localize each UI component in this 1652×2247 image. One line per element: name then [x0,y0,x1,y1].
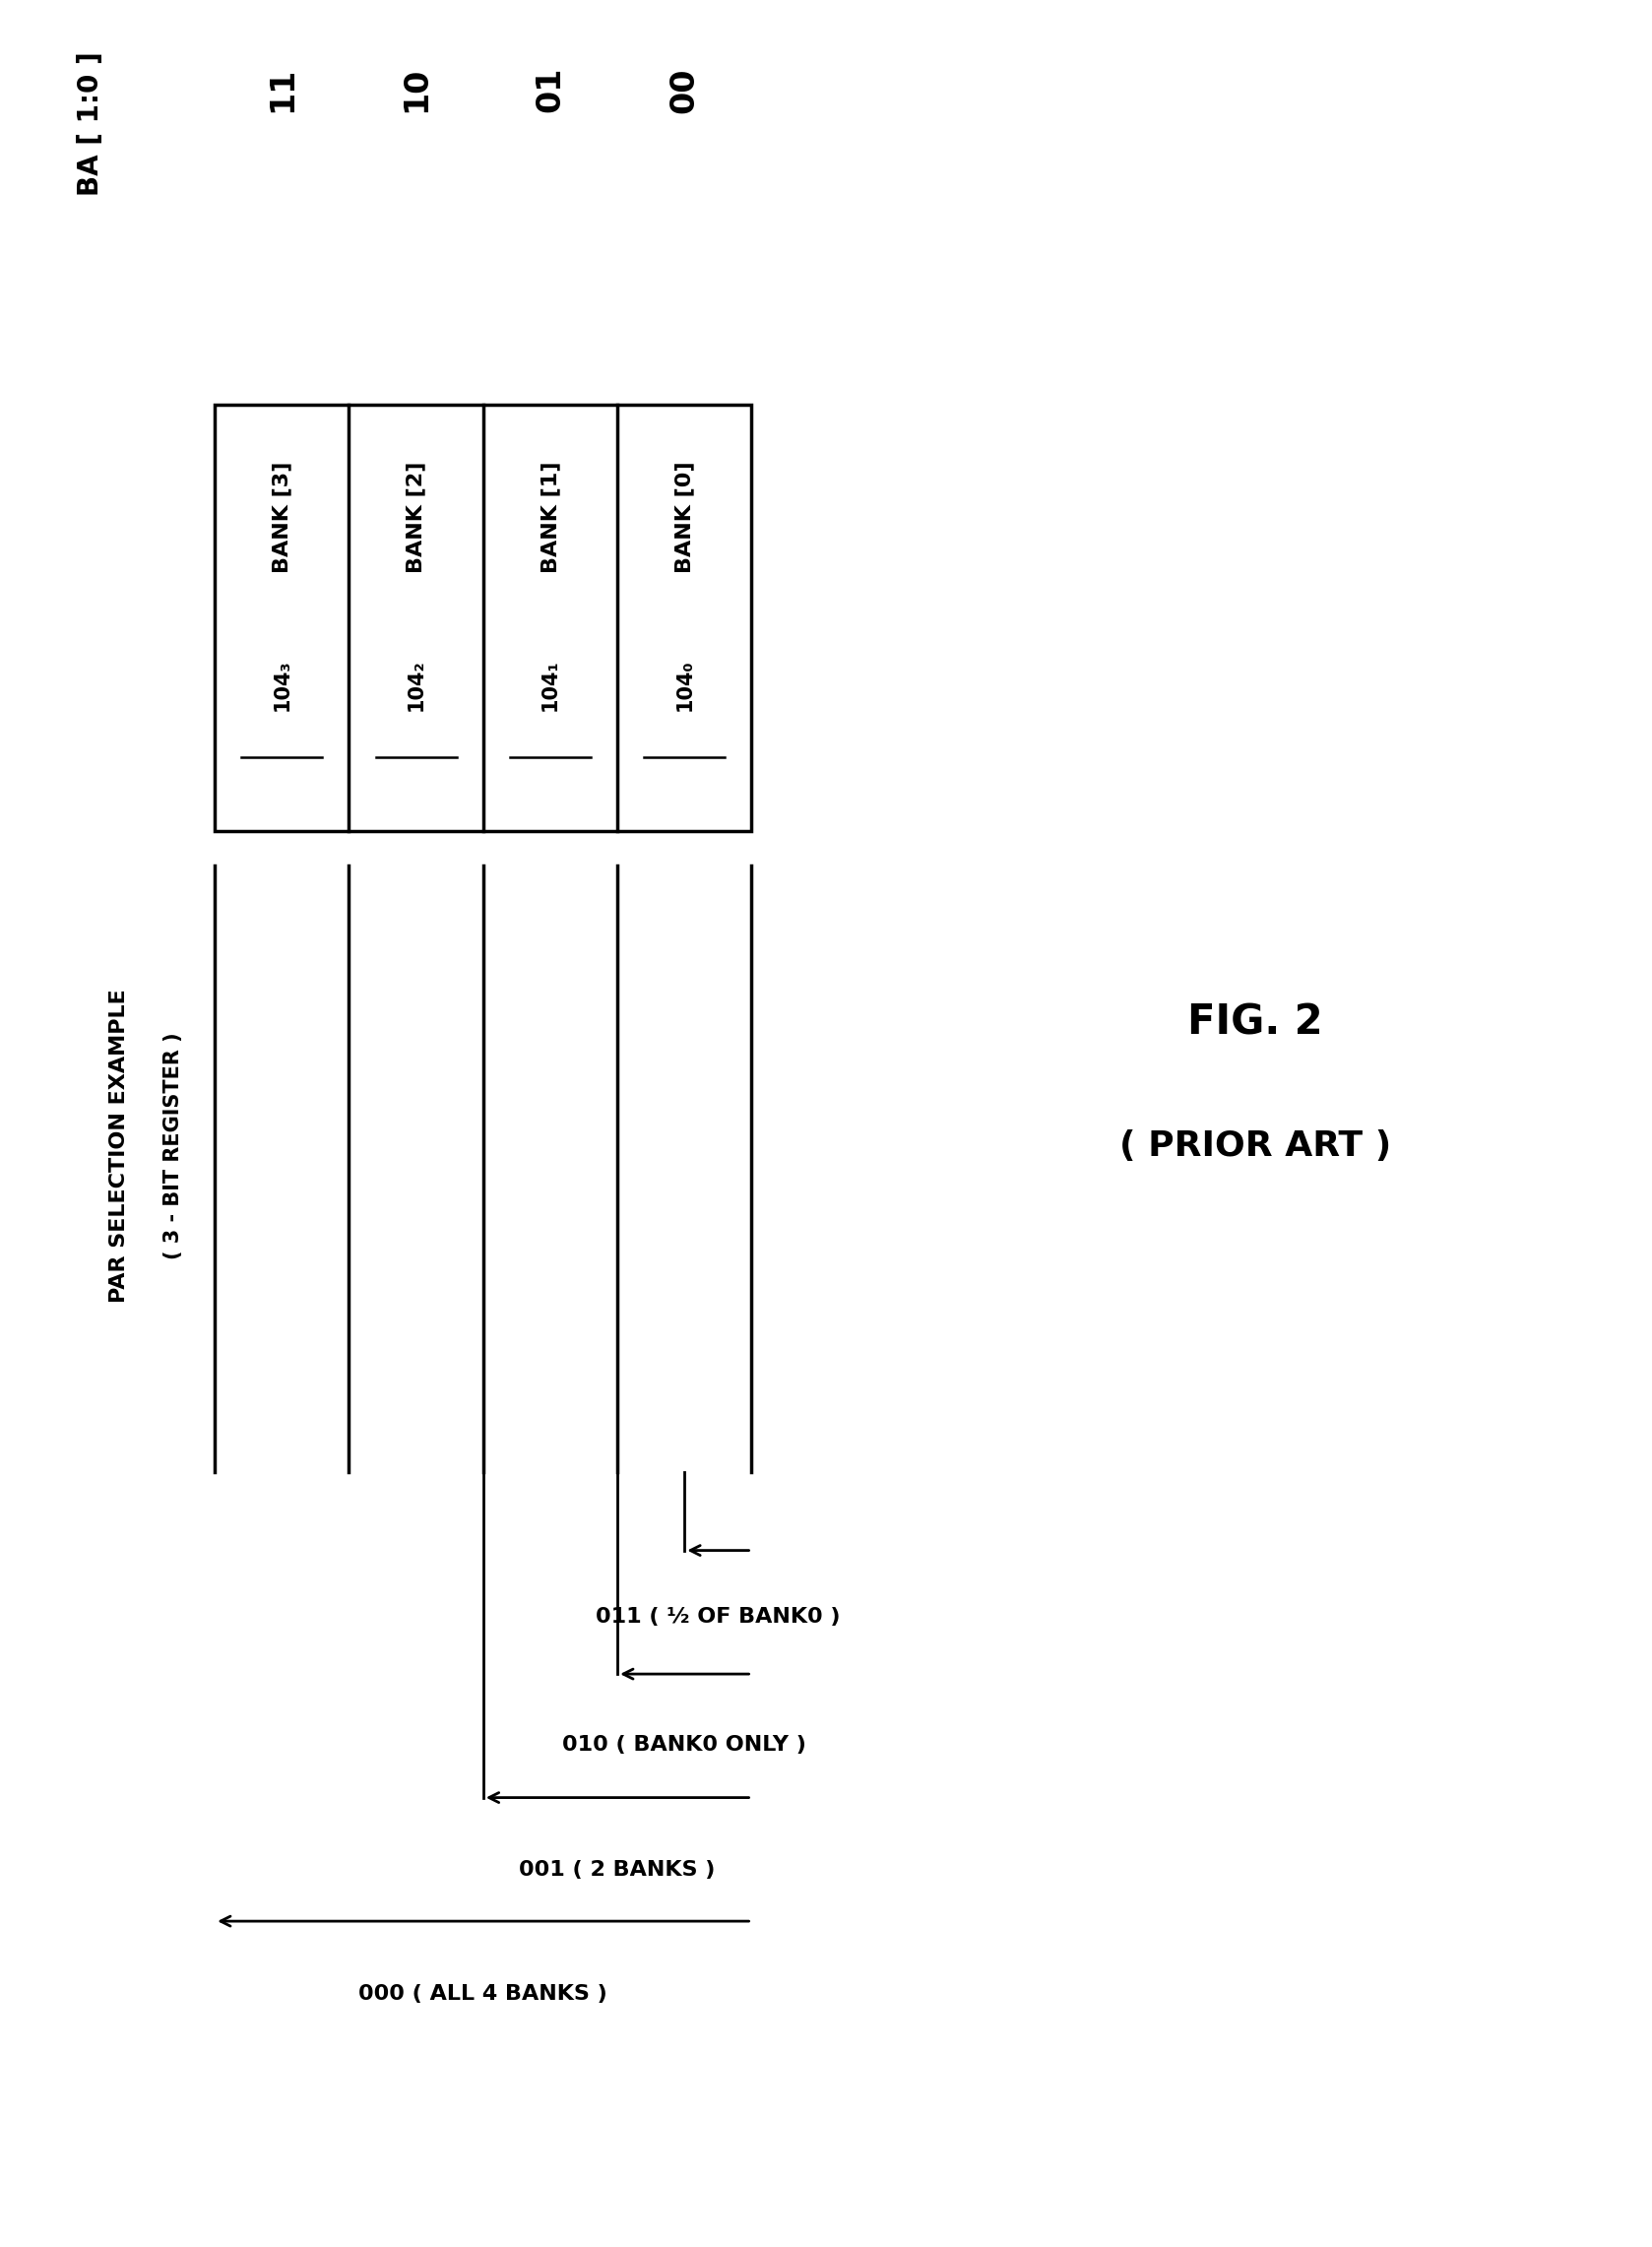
Text: BANK [3]: BANK [3] [273,461,292,573]
Text: BANK [2]: BANK [2] [406,461,426,573]
Text: 10: 10 [400,67,433,112]
Text: 104₁: 104₁ [540,658,560,712]
Text: PAR SELECTION EXAMPLE: PAR SELECTION EXAMPLE [109,989,129,1303]
Text: FIG. 2: FIG. 2 [1188,1002,1323,1043]
Text: 010 ( BANK0 ONLY ): 010 ( BANK0 ONLY ) [563,1735,806,1755]
Text: 011 ( ½ OF BANK0 ): 011 ( ½ OF BANK0 ) [596,1607,841,1627]
Text: 01: 01 [534,67,567,112]
Text: 000 ( ALL 4 BANKS ): 000 ( ALL 4 BANKS ) [358,1984,608,2004]
Text: ( PRIOR ART ): ( PRIOR ART ) [1120,1130,1391,1162]
Text: 11: 11 [266,67,297,112]
Text: BANK [1]: BANK [1] [540,461,560,573]
Text: ( 3 - BIT REGISTER ): ( 3 - BIT REGISTER ) [164,1031,183,1261]
Bar [215,404,752,831]
Text: 104₃: 104₃ [273,658,292,712]
Text: 001 ( 2 BANKS ): 001 ( 2 BANKS ) [519,1861,715,1881]
Text: 104₂: 104₂ [406,658,426,712]
Text: BANK [0]: BANK [0] [674,461,694,573]
Text: 00: 00 [669,67,700,112]
Text: 104₀: 104₀ [674,658,694,712]
Text: BA [ 1:0 ]: BA [ 1:0 ] [78,52,104,195]
